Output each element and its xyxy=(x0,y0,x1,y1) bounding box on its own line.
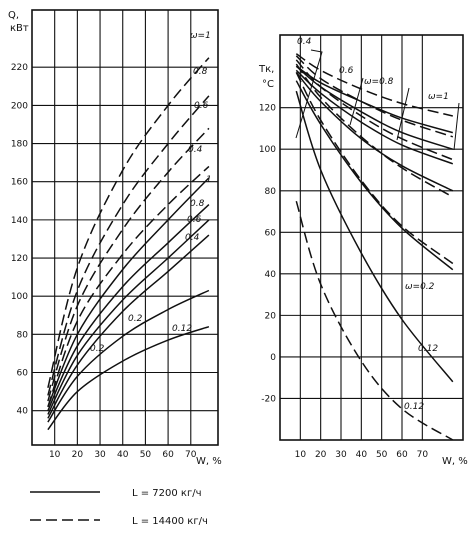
x-tick-label: 40 xyxy=(356,450,368,460)
curve-label: 1 xyxy=(206,175,212,185)
series-line-12-dashed xyxy=(295,200,454,440)
series-line-3-dashed xyxy=(47,127,210,402)
series-line-9-dashed xyxy=(295,59,454,161)
leader-line xyxy=(453,102,460,151)
curve-label: ω=1 xyxy=(428,92,449,102)
x-axis-title: W, % xyxy=(196,456,222,467)
legend: L = 7200 кг/ч L = 14400 кг/ч xyxy=(30,488,208,527)
series-line-8-solid xyxy=(47,234,210,419)
x-tick-label: 50 xyxy=(376,450,388,460)
y-tick-label: 60 xyxy=(17,369,29,379)
x-tick-label: 30 xyxy=(335,450,347,460)
y-tick-label: 20 xyxy=(265,311,277,321)
series-line-4-dashed xyxy=(47,165,210,408)
curve-label: 0.6 xyxy=(194,101,209,111)
series-line-2-solid xyxy=(295,65,454,150)
curve-label: 0.4 xyxy=(185,233,200,243)
y-tick-label: 40 xyxy=(17,407,29,417)
y-tick-label: 120 xyxy=(259,104,276,114)
series-line-6-solid xyxy=(47,204,210,412)
y-tick-label: 0 xyxy=(270,353,276,363)
series-line-11-dashed xyxy=(295,72,454,265)
series-line-6-solid xyxy=(295,90,454,383)
series-line-5-solid xyxy=(47,177,210,408)
x-tick-label: 60 xyxy=(396,450,408,460)
plot-frame xyxy=(31,9,219,446)
series-line-5-solid xyxy=(295,80,454,271)
series-line-7-dashed xyxy=(295,53,453,117)
y-tick-label: 80 xyxy=(17,330,29,340)
plot-frame xyxy=(279,34,464,441)
x-tick-label: 10 xyxy=(295,450,307,460)
series-line-2-dashed xyxy=(47,95,210,396)
curve-label: ω=1 xyxy=(190,31,211,41)
x-tick-label: 60 xyxy=(162,450,174,460)
y-tick-label: 80 xyxy=(265,187,277,197)
curve-label: 0.12 xyxy=(418,344,438,354)
x-tick-label: 70 xyxy=(417,450,429,460)
y-tick-label: 40 xyxy=(265,270,277,280)
x-tick-label: 20 xyxy=(72,450,84,460)
curve-label: 0.12 xyxy=(404,402,424,412)
curve-label: 0.12 xyxy=(172,324,192,334)
y-tick-label: 60 xyxy=(265,228,277,238)
y-tick-label: 100 xyxy=(259,145,276,155)
series-line-4-solid xyxy=(295,71,454,192)
curve-label: 0.8 xyxy=(190,199,205,209)
x-tick-label: 30 xyxy=(94,450,106,460)
leader-line xyxy=(295,49,323,139)
legend-label: L = 7200 кг/ч xyxy=(132,488,202,499)
x-tick-label: 20 xyxy=(315,450,327,460)
series-line-7-solid xyxy=(47,219,210,415)
curve-label: ω=0.8 xyxy=(364,77,394,87)
x-tick-label: 40 xyxy=(117,450,129,460)
curve-label: 0.6 xyxy=(187,215,202,225)
x-axis-title: W, % xyxy=(442,456,468,467)
y-tick-label: 120 xyxy=(11,254,28,264)
legend-label: L = 14400 кг/ч xyxy=(132,516,208,527)
x-tick-label: 10 xyxy=(49,450,61,460)
left-chart: 10 20 30 40 50 60 70 40 60 80 100 120 140 160 180 200 22… xyxy=(8,9,222,467)
curve-label: 0.6 xyxy=(339,66,354,76)
y-axis-title: Tк, xyxy=(258,64,274,75)
right-chart: 10 20 30 40 50 60 70 120 100 80 60 40 20 0 -20 Tк, °C W, … xyxy=(258,34,468,467)
curve-label: 0.2 xyxy=(128,314,143,324)
grid xyxy=(32,10,218,445)
y-tick-label: 140 xyxy=(11,216,28,226)
curve-label: 0.4 xyxy=(297,37,312,47)
y-tick-label: 220 xyxy=(11,63,28,73)
y-axis-unit: °C xyxy=(262,79,274,90)
curve-label: 0.8 xyxy=(193,67,208,77)
curve-label: ω=0.2 xyxy=(405,282,435,292)
y-tick-label: 180 xyxy=(11,140,28,150)
y-tick-label: 100 xyxy=(11,292,28,302)
leader-line xyxy=(396,87,410,141)
y-axis-title: Q, xyxy=(8,10,19,21)
y-tick-label: 160 xyxy=(11,178,28,188)
x-tick-label: 70 xyxy=(185,450,197,460)
y-tick-label: 200 xyxy=(11,101,28,111)
leader-line xyxy=(349,77,364,126)
series-line-1-dashed xyxy=(47,57,210,388)
curve-label: 0.4 xyxy=(188,145,203,155)
series-line-10-solid xyxy=(47,325,210,431)
curves xyxy=(295,53,454,440)
y-tick-label: -20 xyxy=(261,394,276,404)
y-axis-unit: кВт xyxy=(10,23,29,34)
x-tick-label: 50 xyxy=(140,450,152,460)
series-line-8-dashed xyxy=(295,55,454,138)
curves xyxy=(47,57,210,431)
series-line-9-solid xyxy=(47,289,210,423)
curve-label: 0.2 xyxy=(90,344,105,354)
